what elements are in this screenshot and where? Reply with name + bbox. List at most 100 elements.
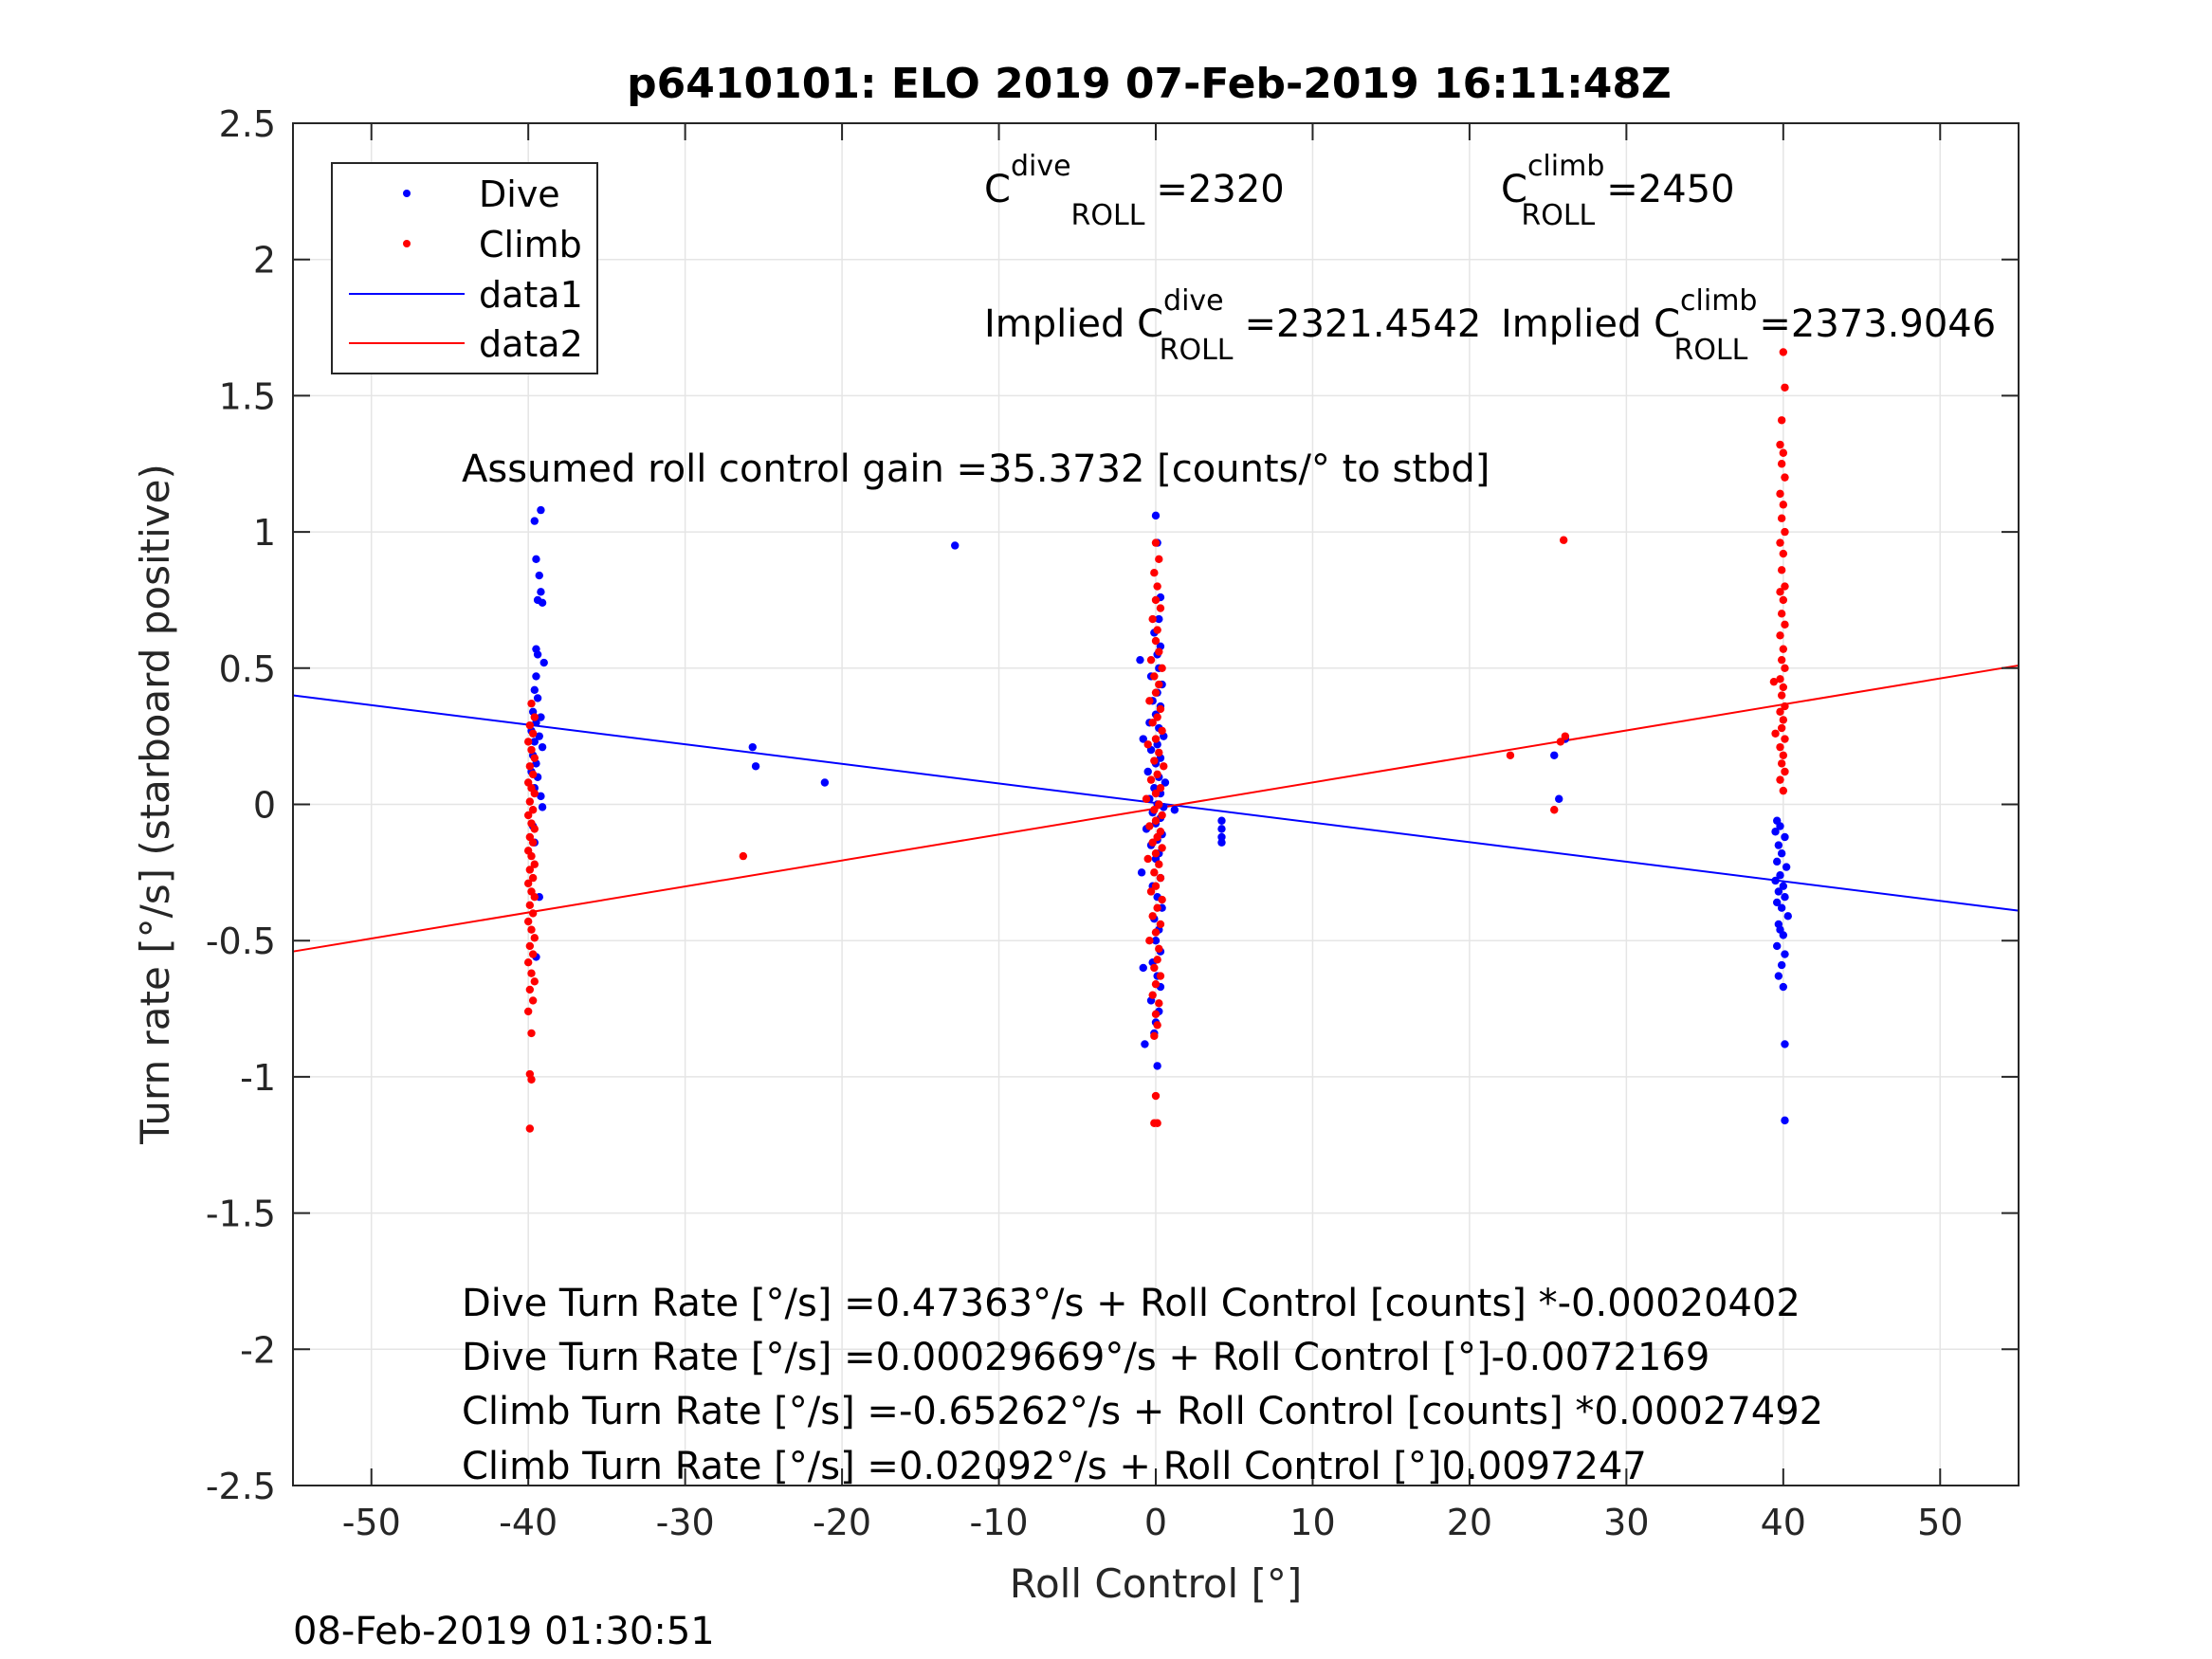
annotations: CdiveROLL=2320 Cclimb ROLL=2450 Implied C… <box>462 150 1996 1488</box>
climb-point <box>528 909 538 918</box>
climb-point <box>1776 775 1784 784</box>
y-tick-label: 1 <box>253 512 276 554</box>
y-tick-label: -1 <box>240 1057 276 1099</box>
dive-point <box>1141 1040 1149 1048</box>
climb-point <box>1153 626 1161 634</box>
climb-point <box>1158 726 1166 736</box>
climb-point <box>1777 514 1786 522</box>
climb-point <box>525 797 535 806</box>
dive-point <box>1217 825 1226 833</box>
climb-point <box>523 879 533 888</box>
dive-point <box>1773 941 1782 951</box>
y-tick-label: 2.5 <box>219 103 276 145</box>
dive-point <box>1779 931 1788 939</box>
climb-point <box>1776 440 1784 449</box>
climb-point <box>525 762 535 771</box>
dive-point <box>951 541 960 550</box>
climb-point <box>1145 697 1154 705</box>
data-points <box>523 348 1792 1133</box>
climb-point <box>1150 672 1159 681</box>
climb-point <box>1779 683 1788 692</box>
x-tick-label: 10 <box>1289 1502 1335 1543</box>
climb-point <box>1777 416 1786 425</box>
climb-point <box>1781 735 1789 743</box>
y-tick-label: -0.5 <box>206 921 276 962</box>
c-dive-annotation: CdiveROLL=2320 <box>984 150 1285 232</box>
climb-point <box>1155 800 1163 809</box>
climb-point <box>1550 806 1559 814</box>
dive-point <box>1781 832 1789 842</box>
dive-point <box>1783 912 1792 921</box>
climb-point <box>1151 849 1161 858</box>
climb-point <box>1781 664 1789 672</box>
climb-point <box>1153 832 1161 842</box>
climb-point <box>1150 1119 1159 1127</box>
climb-point <box>528 770 538 779</box>
y-axis-label: Turn rate [°/s] (starboard positive) <box>132 464 178 1145</box>
climb-point <box>1155 944 1163 954</box>
dive-point <box>1137 868 1146 877</box>
dive-point <box>1143 767 1152 776</box>
climb-point <box>1155 860 1163 868</box>
climb-point <box>1146 887 1156 896</box>
equation-line: Climb Turn Rate [°/s] =0.02092°/s + Roll… <box>462 1445 1647 1488</box>
climb-point <box>1779 786 1788 795</box>
climb-point <box>525 985 535 994</box>
climb-point <box>527 925 536 934</box>
climb-point <box>530 977 539 986</box>
dive-point <box>539 658 548 667</box>
dive-point <box>1773 898 1782 907</box>
climb-point <box>525 720 535 730</box>
climb-point <box>528 838 538 847</box>
climb-point <box>530 789 539 798</box>
legend-label-climb: Climb <box>479 224 582 265</box>
climb-point <box>1158 895 1166 904</box>
climb-point <box>528 729 538 738</box>
x-tick-label: -30 <box>656 1502 715 1543</box>
climb-point <box>1153 770 1161 779</box>
climb-point <box>1153 1021 1161 1030</box>
climb-point <box>1779 716 1788 724</box>
climb-point <box>1781 767 1789 776</box>
climb-point <box>1150 963 1159 973</box>
climb-point <box>1148 614 1157 624</box>
climb-point <box>1158 844 1166 852</box>
dive-point <box>537 713 545 721</box>
dive-point <box>1777 849 1786 858</box>
climb-point <box>528 996 538 1005</box>
climb-point <box>1153 713 1161 721</box>
climb-point <box>530 893 539 902</box>
climb-point <box>527 699 536 708</box>
climb-point <box>1779 751 1788 759</box>
legend-box <box>331 162 598 374</box>
y-tick-label: 0.5 <box>219 648 276 690</box>
legend-marker-climb <box>403 240 411 247</box>
dive-point <box>1776 822 1784 830</box>
chart: p6410101: ELO 2019 07-Feb-2019 16:11:48Z… <box>132 60 2020 1607</box>
climb-point <box>1146 655 1156 665</box>
climb-point <box>1153 582 1161 591</box>
dive-point <box>1550 751 1559 759</box>
y-tick-label: 0 <box>253 785 276 827</box>
dive-point <box>1777 960 1786 970</box>
climb-point <box>1781 582 1789 591</box>
climb-point <box>528 806 538 814</box>
climb-point <box>1151 636 1161 646</box>
climb-point <box>1156 972 1165 980</box>
dive-point <box>1781 950 1789 958</box>
climb-point <box>1145 937 1154 945</box>
climb-point <box>1769 677 1779 686</box>
climb-point <box>1158 664 1166 672</box>
y-tick-label: -2 <box>240 1329 276 1371</box>
climb-point <box>1148 912 1157 921</box>
climb-point <box>1143 740 1152 749</box>
climb-point <box>523 811 533 820</box>
y-tick-label: -2.5 <box>206 1466 276 1507</box>
dive-point <box>535 732 543 740</box>
dive-point <box>1776 871 1784 880</box>
legend-label-data1: data1 <box>479 274 583 316</box>
x-tick-label: 50 <box>1917 1502 1963 1543</box>
climb-point <box>528 950 538 958</box>
dive-point <box>1155 614 1163 624</box>
dive-point <box>1779 982 1788 992</box>
